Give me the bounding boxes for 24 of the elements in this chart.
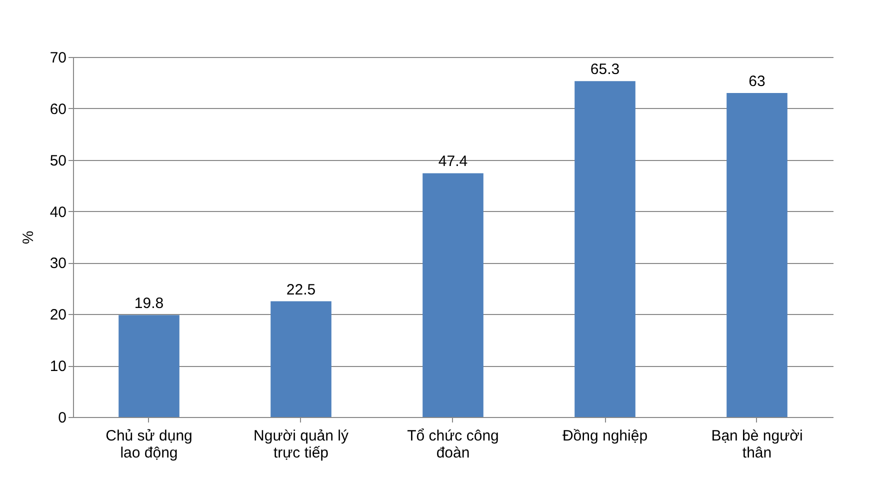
data-label: 19.8: [134, 295, 164, 312]
data-label: 65.3: [590, 61, 620, 78]
y-axis-title: %: [20, 230, 37, 244]
x-tick-label: Chủ sử dụng lao động: [106, 428, 192, 462]
data-label: 47.4: [438, 153, 468, 170]
bar: [118, 315, 180, 417]
x-tick-label: Đồng nghiệp: [562, 428, 648, 444]
bar: [574, 81, 636, 417]
y-tick-label: 60: [50, 100, 66, 118]
y-tick-label: 70: [50, 50, 66, 66]
data-label: 22.5: [286, 281, 316, 298]
y-tick-label: 10: [50, 358, 66, 376]
y-tick-label: 50: [50, 152, 66, 170]
y-tick-label: 20: [50, 306, 66, 324]
y-tick-label: 0: [58, 410, 66, 426]
x-tick-label: Người quản lý trực tiếp: [254, 428, 349, 462]
bar: [270, 301, 332, 417]
y-tick-label: 40: [50, 204, 66, 221]
bar: [422, 173, 484, 417]
x-tick-label: Tổ chức công đoàn: [407, 428, 499, 462]
y-tick-label: 30: [50, 255, 66, 272]
bar: [726, 93, 788, 417]
x-tick-label: Bạn bè người thân: [711, 428, 803, 462]
data-label: 63: [748, 73, 766, 90]
